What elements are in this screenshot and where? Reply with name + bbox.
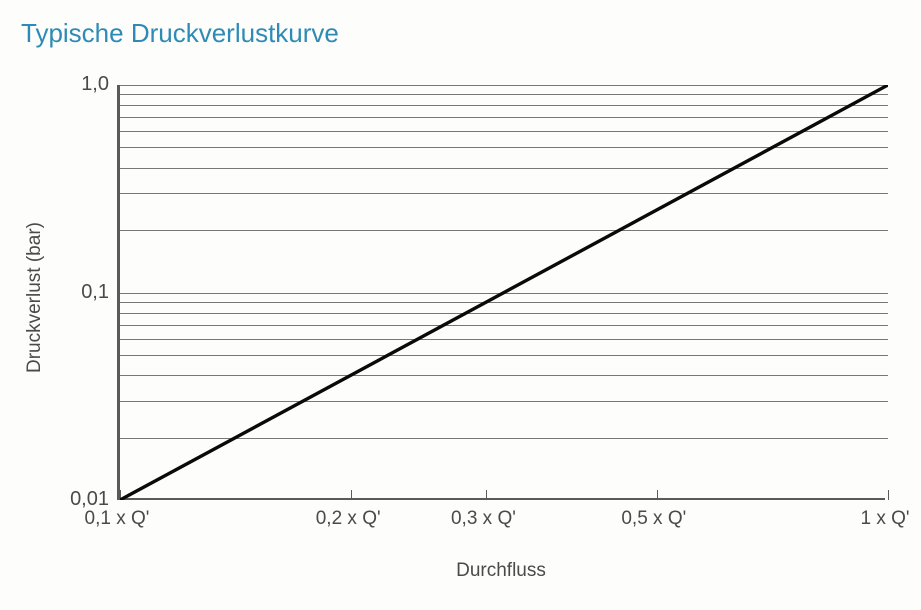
- chart-title: Typische Druckverlustkurve: [21, 18, 339, 49]
- x-tick-label: 0,5 x Q': [609, 508, 699, 530]
- chart-container: Typische Druckverlustkurve Druckverlust …: [0, 0, 921, 610]
- y-axis-title: Druckverlust (bar): [24, 222, 46, 373]
- x-tick-label: 1 x Q': [840, 508, 921, 530]
- y-tick-label: 1,0: [81, 73, 109, 96]
- series-line: [120, 85, 888, 500]
- y-tick-label: 0,1: [81, 281, 109, 304]
- x-tick-label: 0,3 x Q': [438, 508, 528, 530]
- x-tick-label: 0,1 x Q': [72, 508, 162, 530]
- x-tick-label: 0,2 x Q': [303, 508, 393, 530]
- x-tick: [888, 490, 889, 500]
- x-axis-title: Durchfluss: [117, 560, 885, 582]
- plot-area: [117, 85, 885, 500]
